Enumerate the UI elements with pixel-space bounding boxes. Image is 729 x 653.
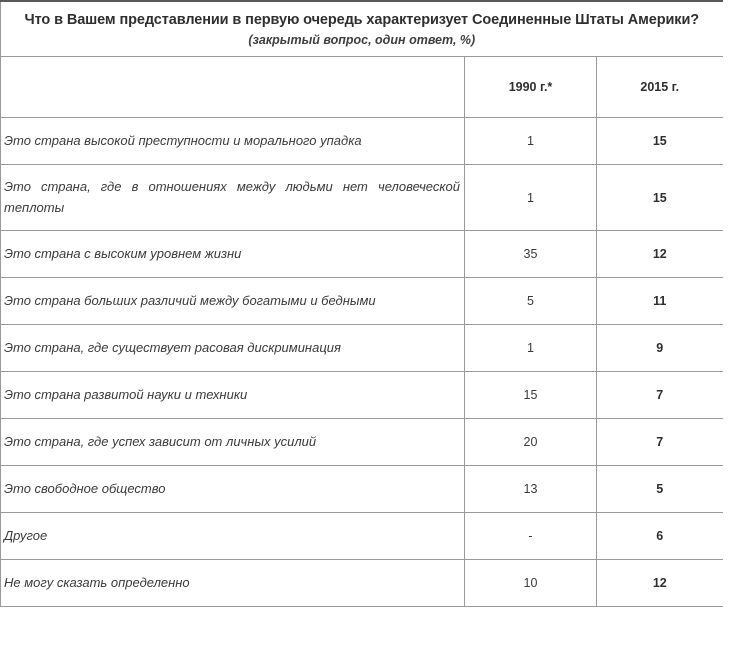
title-row: Что в Вашем представлении в первую очере… — [0, 1, 723, 57]
table-row: Это страна высокой преступности и мораль… — [0, 117, 723, 165]
table-row: Это страна развитой науки и техники 15 7 — [0, 371, 723, 419]
row-value-1990: 13 — [464, 465, 597, 513]
row-value-2015: 15 — [595, 164, 723, 231]
column-header-2015: 2015 г. — [595, 56, 723, 118]
row-value-1990: 10 — [464, 559, 597, 607]
table-row: Другое -6 — [0, 512, 723, 560]
row-value-1990: 1 — [464, 117, 597, 165]
row-label: Это страна, где успех зависит от личных … — [0, 418, 465, 466]
table-row: Это страна больших различий между богаты… — [0, 277, 723, 325]
row-label: Это страна развитой науки и техники — [0, 371, 465, 419]
row-label: Это страна высокой преступности и мораль… — [0, 117, 465, 165]
table-body: Это страна высокой преступности и мораль… — [0, 117, 723, 607]
row-label: Это страна, где существует расовая дискр… — [0, 324, 465, 372]
table-header: Что в Вашем представлении в первую очере… — [0, 1, 723, 118]
row-label: Это страна с высоким уровнем жизни — [0, 230, 465, 278]
row-value-2015: 11 — [595, 277, 723, 325]
row-value-2015: 12 — [595, 230, 723, 278]
table-row: Это страна, где успех зависит от личных … — [0, 418, 723, 466]
row-label: Другое — [0, 512, 465, 560]
row-label: Это страна, где в отношениях между людьм… — [0, 164, 465, 231]
row-value-1990: 1 — [464, 164, 597, 231]
row-value-1990: 15 — [464, 371, 597, 419]
row-value-1990: - — [464, 512, 597, 560]
poll-results-table: Что в Вашем представлении в первую очере… — [0, 0, 723, 607]
page-title: Что в Вашем представлении в первую очере… — [24, 12, 700, 28]
page-subtitle: (закрытый вопрос, один ответ, %) — [248, 33, 476, 48]
title-cell: Что в Вашем представлении в первую очере… — [0, 1, 723, 57]
row-value-2015: 5 — [595, 465, 723, 513]
row-value-1990: 35 — [464, 230, 597, 278]
column-header-1990: 1990 г.* — [464, 56, 597, 118]
row-value-2015: 7 — [595, 371, 723, 419]
table-row: Это свободное общество 13 5 — [0, 465, 723, 513]
row-value-2015: 6 — [595, 512, 723, 560]
row-value-2015: 12 — [595, 559, 723, 607]
row-value-2015: 7 — [595, 418, 723, 466]
column-header-row: 1990 г.* 2015 г. — [0, 56, 723, 118]
table-row: Это страна с высоким уровнем жизни 35 12 — [0, 230, 723, 278]
column-header-label — [0, 56, 465, 118]
row-value-1990: 5 — [464, 277, 597, 325]
table-row: Это страна, где в отношениях между людьм… — [0, 164, 723, 231]
row-label: Это страна больших различий между богаты… — [0, 277, 465, 325]
row-value-1990: 20 — [464, 418, 597, 466]
table-row: Не могу сказать определенно 10 12 — [0, 559, 723, 607]
row-value-1990: 1 — [464, 324, 597, 372]
row-label: Это свободное общество — [0, 465, 465, 513]
row-value-2015: 9 — [595, 324, 723, 372]
row-label: Не могу сказать определенно — [0, 559, 465, 607]
table-row: Это страна, где существует расовая дискр… — [0, 324, 723, 372]
row-value-2015: 15 — [595, 117, 723, 165]
